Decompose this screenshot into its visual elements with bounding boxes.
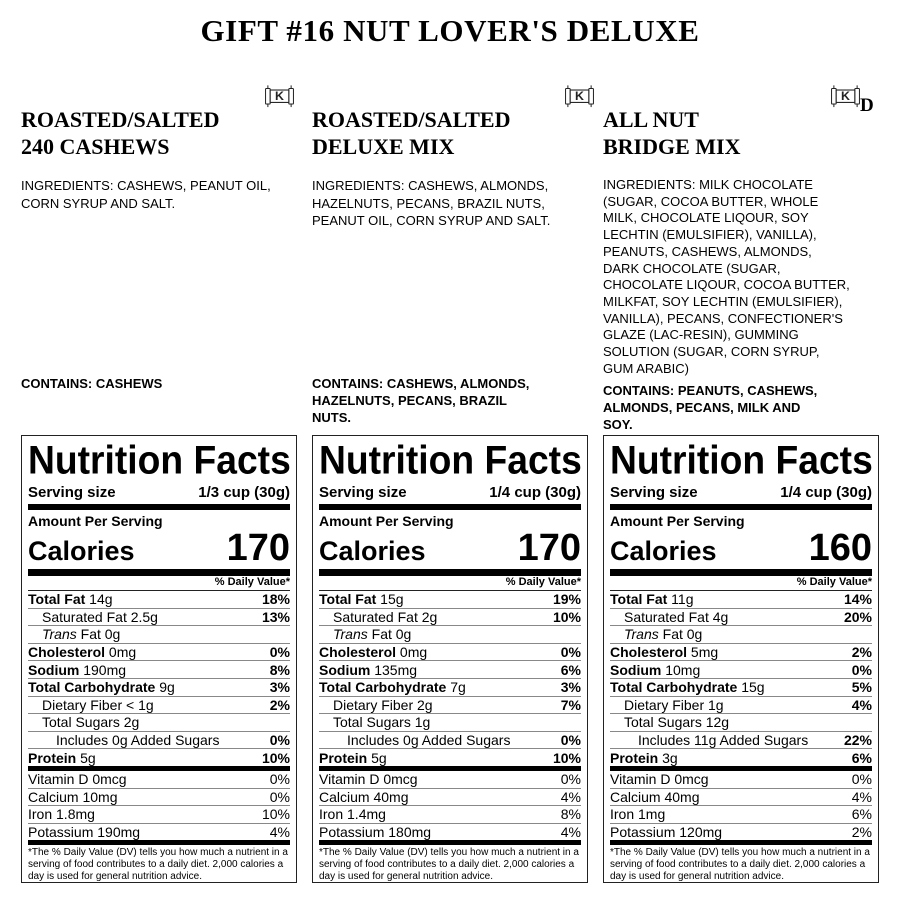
svg-text:K: K xyxy=(275,89,284,103)
svg-text:K: K xyxy=(575,89,584,103)
svg-text:K: K xyxy=(841,89,850,103)
